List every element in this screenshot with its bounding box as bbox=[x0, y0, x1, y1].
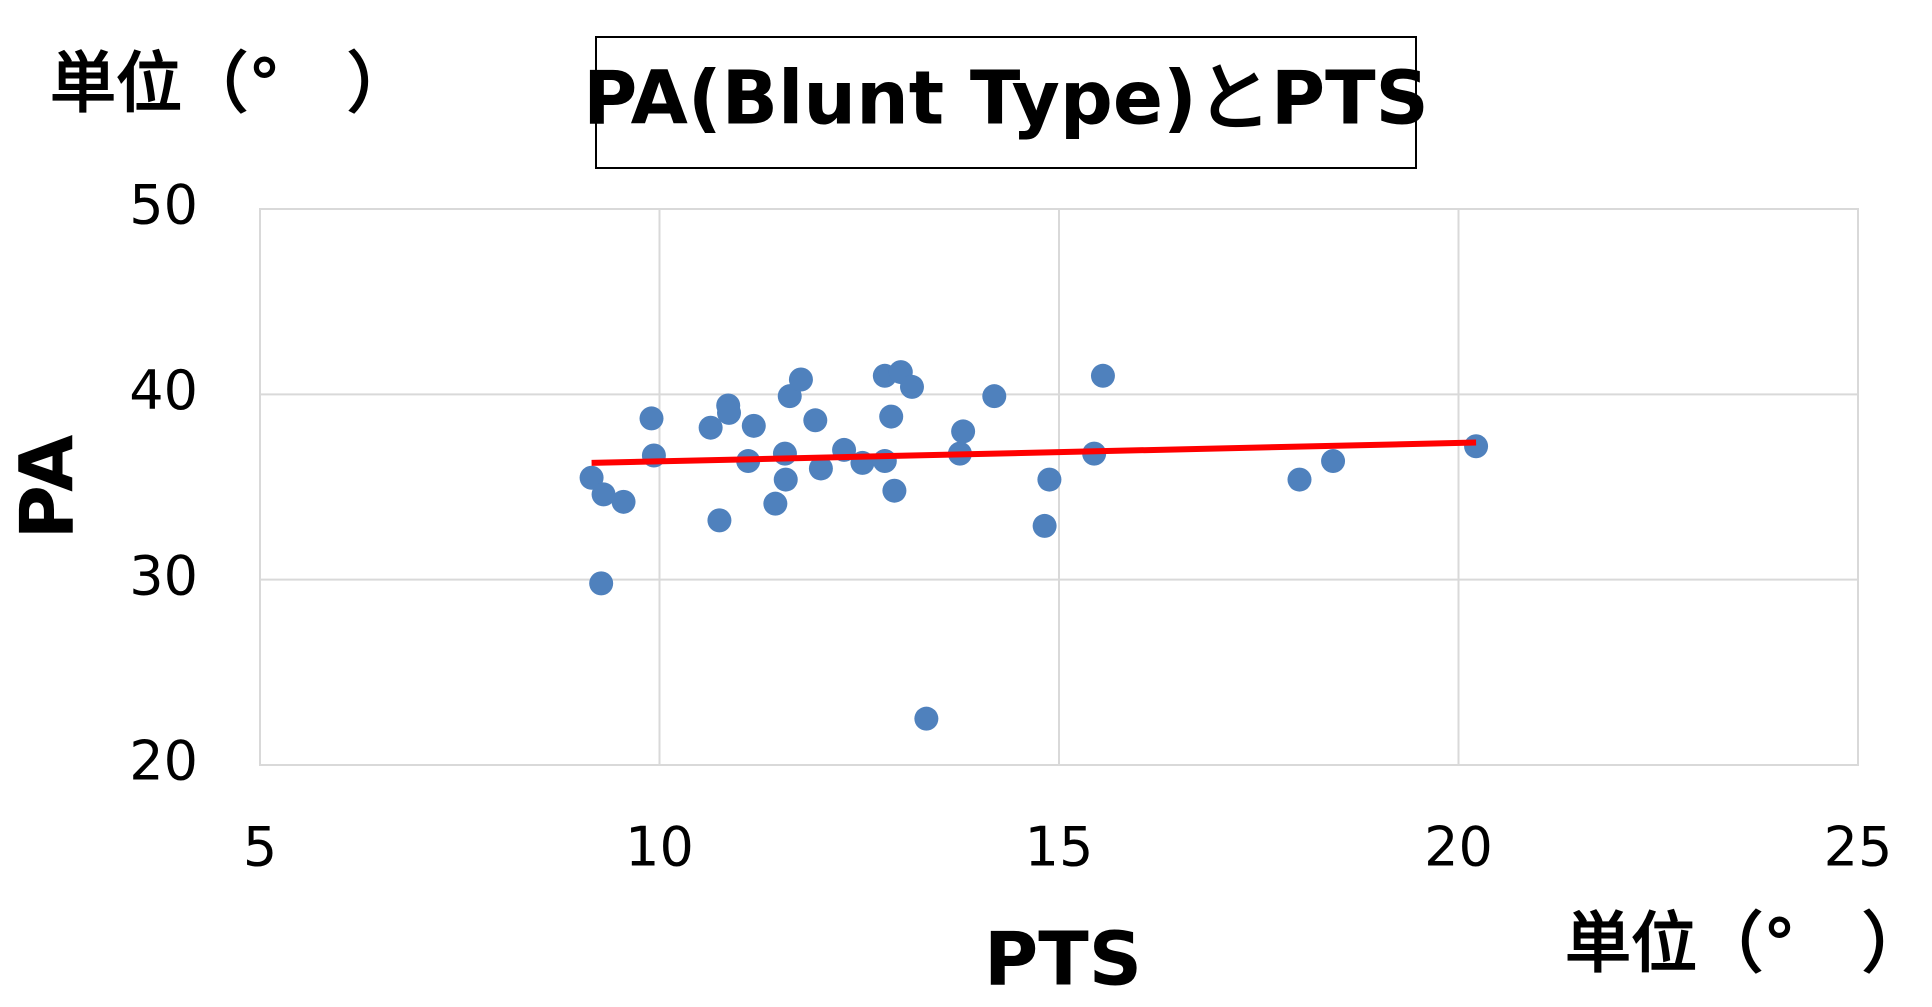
point bbox=[1037, 467, 1062, 492]
point bbox=[951, 419, 976, 444]
point bbox=[741, 413, 766, 438]
point bbox=[698, 415, 723, 440]
chart-title: PA(Blunt Type)とPTS bbox=[583, 56, 1429, 142]
point bbox=[982, 384, 1007, 409]
point bbox=[899, 374, 924, 399]
point bbox=[707, 508, 732, 533]
y-tick-label: 40 bbox=[129, 359, 198, 422]
point bbox=[591, 482, 616, 507]
title-box bbox=[595, 36, 1417, 169]
y-tick-label: 50 bbox=[129, 174, 198, 237]
trendline bbox=[591, 439, 1477, 466]
point bbox=[1032, 513, 1057, 538]
y-unit: 単位（° ） bbox=[50, 45, 413, 122]
point bbox=[879, 404, 904, 429]
point bbox=[788, 367, 813, 392]
point bbox=[579, 465, 604, 490]
point bbox=[717, 400, 742, 425]
point bbox=[914, 706, 939, 731]
y-tick-label: 30 bbox=[129, 544, 198, 607]
point bbox=[772, 441, 797, 466]
point bbox=[1464, 434, 1489, 459]
point bbox=[882, 478, 907, 503]
point bbox=[589, 571, 614, 596]
x-tick-label: 25 bbox=[1824, 816, 1893, 879]
point bbox=[763, 491, 788, 516]
x-tick-label: 15 bbox=[1025, 816, 1094, 879]
point bbox=[773, 467, 798, 492]
y-axis-label: PA bbox=[5, 435, 91, 540]
y-tick-label: 20 bbox=[129, 730, 198, 793]
point bbox=[803, 408, 828, 433]
point bbox=[1287, 467, 1312, 492]
x-unit: 単位（° ） bbox=[1565, 905, 1928, 982]
point bbox=[639, 406, 664, 431]
x-tick-label: 5 bbox=[243, 816, 277, 879]
point bbox=[1321, 449, 1346, 474]
x-tick-label: 20 bbox=[1424, 816, 1493, 879]
point bbox=[1090, 363, 1115, 388]
point bbox=[872, 449, 897, 474]
x-tick-label: 10 bbox=[625, 816, 694, 879]
x-axis-label: PTS bbox=[984, 917, 1142, 1003]
point bbox=[808, 456, 833, 481]
point bbox=[611, 489, 636, 514]
